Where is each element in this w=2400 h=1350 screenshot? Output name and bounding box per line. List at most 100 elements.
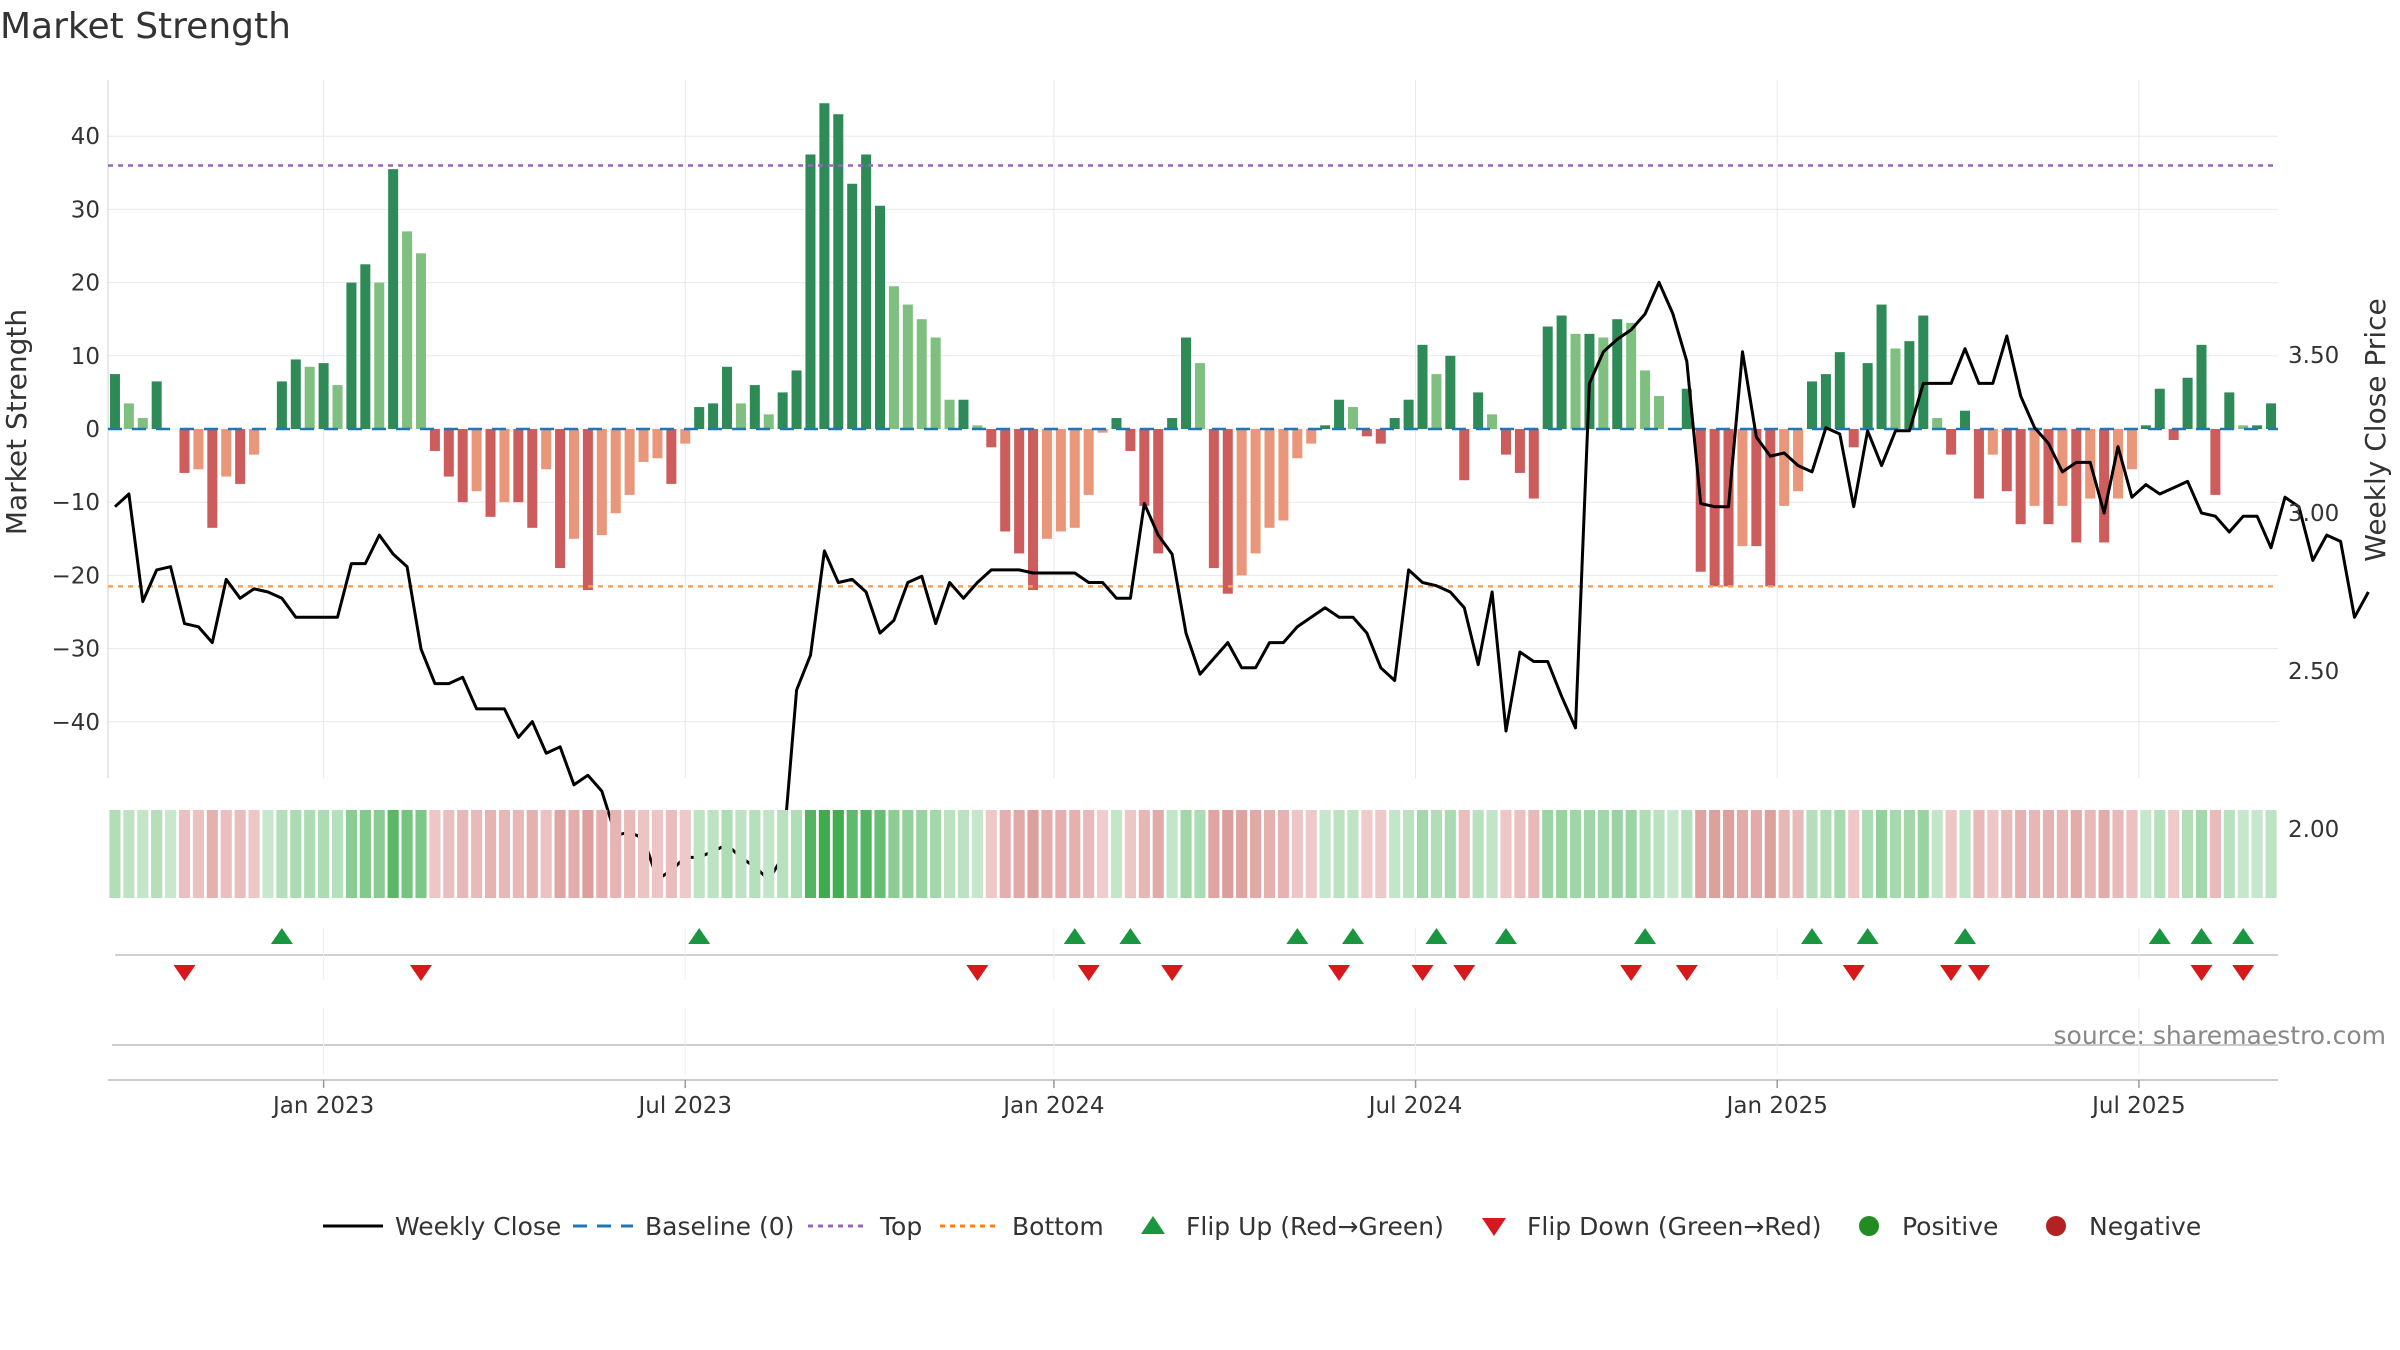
left-tick-label: 0	[85, 417, 100, 443]
strength-bar-149	[2182, 377, 2193, 429]
strength-bar-59	[930, 337, 941, 429]
flip-down-marker	[1077, 965, 1100, 981]
heat-cell-133	[1959, 810, 1971, 898]
strength-bar-5	[179, 429, 190, 473]
heat-cell-100	[1500, 810, 1512, 898]
heat-cell-31	[540, 810, 552, 898]
strength-bar-0	[109, 374, 120, 429]
strength-bar-2	[137, 418, 148, 429]
strength-bar-13	[290, 359, 301, 429]
heat-cell-16	[331, 810, 344, 898]
heat-cell-140	[2056, 810, 2068, 898]
heat-cell-129	[1903, 810, 1915, 898]
strength-bar-100	[1500, 429, 1511, 455]
strength-bar-107	[1598, 337, 1609, 429]
strength-bar-48	[777, 392, 788, 429]
heat-cell-26	[471, 810, 483, 898]
strength-bar-83	[1264, 429, 1275, 528]
strength-bar-23	[429, 429, 440, 451]
heat-cell-18	[359, 810, 371, 898]
strength-bar-22	[415, 253, 426, 429]
heat-cell-68	[1055, 810, 1067, 898]
heat-cell-98	[1472, 810, 1484, 898]
left-tick-label: −30	[51, 637, 100, 663]
heat-cell-87	[1319, 810, 1331, 898]
heat-cell-120	[1778, 810, 1790, 898]
flip-down-marker	[1675, 965, 1698, 981]
heat-cell-5	[178, 810, 191, 898]
strength-bar-139	[2043, 429, 2054, 525]
strength-bar-16	[332, 385, 343, 429]
heat-cell-142	[2084, 810, 2096, 898]
heat-cell-59	[930, 810, 942, 898]
heat-cell-145	[2126, 810, 2138, 898]
heat-cell-115	[1709, 810, 1721, 898]
lower-empty-panel	[112, 1008, 2278, 1075]
heat-cell-92	[1389, 810, 1401, 898]
heat-cell-153	[2237, 810, 2249, 898]
legend-label: Weekly Close	[395, 1212, 561, 1241]
strength-bar-68	[1055, 429, 1066, 532]
strength-bar-55	[875, 205, 886, 429]
heat-cell-104	[1556, 810, 1568, 898]
strength-bar-104	[1556, 315, 1567, 429]
strength-bar-35	[596, 429, 607, 536]
left-tick-label: −10	[51, 490, 100, 516]
x-tick-label: Jul 2025	[2090, 1093, 2186, 1119]
flip-down-marker	[2232, 965, 2255, 981]
heat-cell-29	[512, 810, 524, 898]
strength-bar-31	[541, 429, 552, 470]
right-tick-label: 3.00	[2288, 501, 2339, 527]
legend-label: Flip Up (Red→Green)	[1186, 1212, 1444, 1241]
strength-bar-141	[2071, 429, 2082, 543]
heat-cell-108	[1611, 810, 1623, 898]
flip-down-marker	[1842, 965, 1865, 981]
strength-bar-63	[986, 429, 997, 448]
heat-cell-130	[1917, 810, 1929, 898]
heat-cell-11	[262, 810, 274, 898]
strength-bar-10	[249, 429, 260, 455]
flip-up-marker	[270, 928, 293, 944]
heat-cell-27	[484, 810, 497, 898]
legend-swatch-triangle-down	[1482, 1218, 1506, 1236]
heat-cell-113	[1681, 810, 1693, 898]
strength-bar-118	[1751, 429, 1762, 547]
strength-bar-57	[902, 304, 913, 429]
strength-bar-27	[485, 429, 496, 517]
strength-bar-123	[1820, 374, 1831, 429]
heat-cell-85	[1291, 810, 1303, 898]
heat-cell-137	[2015, 810, 2027, 898]
strength-bar-95	[1431, 374, 1442, 429]
heat-cell-35	[596, 810, 608, 898]
right-tick-label: 3.50	[2288, 343, 2339, 369]
strength-bar-111	[1653, 396, 1665, 429]
strength-bar-85	[1292, 429, 1303, 459]
strength-bar-88	[1334, 399, 1345, 429]
legend-label: Bottom	[1012, 1212, 1104, 1241]
heat-cell-128	[1889, 810, 1902, 898]
strength-bar-82	[1250, 429, 1261, 554]
strength-bar-9	[235, 429, 246, 484]
strength-bar-45	[735, 403, 746, 429]
flip-up-marker	[1954, 928, 1977, 944]
strength-bar-38	[638, 429, 649, 462]
legend-swatch-dot	[2046, 1216, 2066, 1236]
flip-up-marker	[1425, 928, 1448, 944]
strength-bar-89	[1347, 407, 1358, 429]
heat-cell-124	[1834, 810, 1846, 898]
strength-bar-41	[680, 429, 691, 444]
strength-bar-30	[527, 429, 538, 528]
heat-cell-101	[1514, 810, 1526, 898]
legend-item: Negative	[2046, 1212, 2201, 1241]
flip-up-marker	[1286, 928, 1309, 944]
heat-cell-52	[832, 810, 844, 898]
heat-cell-80	[1222, 810, 1234, 898]
heat-cell-39	[651, 810, 664, 898]
x-tick-label: Jul 2024	[1367, 1093, 1463, 1119]
heat-cell-117	[1736, 810, 1749, 898]
strength-bar-56	[888, 286, 899, 429]
strength-bar-25	[457, 429, 468, 503]
heat-cell-151	[2209, 810, 2221, 898]
heat-cell-122	[1806, 810, 1818, 898]
heat-cell-4	[165, 810, 177, 898]
